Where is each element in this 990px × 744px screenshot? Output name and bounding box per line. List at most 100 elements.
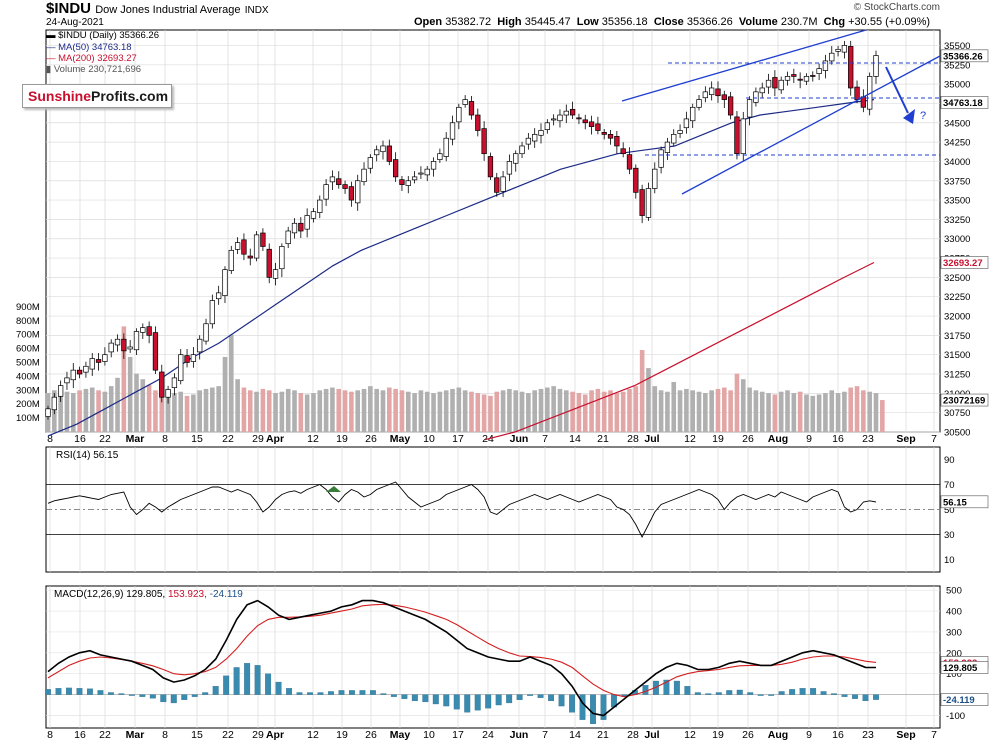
volume-bar [336,388,342,432]
price-tick-label: 33500 [944,196,970,207]
candle-body [462,99,468,105]
chg-value: +30.55 (+0.09%) [848,16,931,28]
x-tick-label: 15 [191,433,203,445]
candle-body [386,145,392,162]
volume-bar [778,391,784,432]
candle-body [810,75,816,77]
macd-histogram-bar [590,694,596,724]
candle-body [64,377,70,384]
candle-body [209,300,215,325]
macd-histogram-bar [663,679,670,695]
candle-body [70,369,76,381]
candle-body [709,87,715,95]
macd-histogram-bar [369,690,376,695]
volume-bar [513,390,519,432]
price-tick-label: 33750 [944,176,970,187]
volume-bar [159,386,165,432]
macd-histogram-bar [642,685,649,695]
candle-body [671,134,677,144]
macd-value-tag-box [940,661,989,674]
candle-body [601,132,607,135]
candle-body [361,168,367,183]
candle-body [411,176,418,181]
x-tick-label: Sep [896,729,915,741]
macd-signal-line [47,603,877,698]
volume-bar [437,391,443,432]
volume-bar [254,391,259,432]
candle-body [658,149,664,168]
macd-title-part: MACD(12,26,9) 129.805, [54,589,168,600]
symbol-name: Dow Jones Industrial Average [95,4,241,16]
macd-histogram-bar [118,693,125,695]
candle-body [114,338,121,346]
candle-body [550,118,557,121]
x-tick-label: 22 [222,729,234,741]
candle-body [367,157,374,169]
candle-body [519,145,525,155]
x-tick-label: 12 [307,729,319,741]
macd-line [47,599,877,717]
volume-tick-label: 500M [16,358,40,369]
legend-ma200: — MA(200) 32693.27 [46,53,137,64]
x-tick-label: 12 [684,729,696,741]
candle-body [784,76,791,81]
volume-bar [108,386,114,432]
x-tick-label: 17 [452,433,464,445]
volume-bar [823,393,828,432]
macd-histogram-bar [841,694,848,697]
candle-body [310,211,317,219]
close-value: 35366.26 [686,16,733,28]
macd-histogram-bar [254,665,261,695]
volume-tick-label: 200M [16,399,40,410]
x-tick-label: May [390,433,411,445]
macd-histogram-bar [485,694,492,709]
volume-bar [816,394,822,432]
volume-bar [633,386,639,432]
price-tick-label: 35250 [944,60,970,71]
symbol-exchange: INDX [244,5,269,16]
volume-bar [715,388,721,432]
candle-body [544,122,550,130]
macd-histogram-bar [55,688,62,695]
macd-histogram-bar [97,690,104,695]
volume-bar [582,394,588,432]
volume-bar [462,390,468,432]
down-arrow-head [903,109,915,124]
macd-histogram-bar [495,694,502,706]
macd-histogram-bar [726,690,733,695]
volume-bar [140,379,146,432]
volume-bar [210,387,215,432]
candle-body [626,154,633,170]
candle-body [159,371,165,398]
volume-tick-label: 800M [16,316,40,327]
macd-histogram-bar [778,691,785,695]
macd-histogram-bar [569,694,576,713]
volume-bar [500,390,506,432]
macd-histogram-bar [202,692,209,695]
macd-title: MACD(12,26,9) 129.805, 153.923, -24.119 [54,589,243,600]
macd-histogram-bar [307,692,313,695]
volume-bar [165,388,171,432]
volume-bar [216,386,221,432]
x-tick-label: 16 [832,729,844,741]
candle-body [620,148,626,155]
volume-bar [722,387,727,432]
candle-body [759,87,765,94]
macd-histogram-bar [233,667,240,695]
candle-body [430,161,437,170]
price-tick-label: 32000 [944,312,970,323]
volume-bar [557,388,563,432]
volume-bar [405,391,411,432]
x-tick-label: 9 [806,433,812,445]
macd-histogram-bar [107,692,114,695]
macd-histogram-bar [181,694,188,700]
volume-bar [172,393,177,432]
volume-bar [873,393,879,432]
candle-body [184,355,190,363]
price-tick-label: 32250 [944,292,970,303]
candle-body [778,79,784,91]
volume-bar [880,400,885,432]
macd-tick-label: 500 [946,586,962,597]
volume-bar [374,388,379,432]
